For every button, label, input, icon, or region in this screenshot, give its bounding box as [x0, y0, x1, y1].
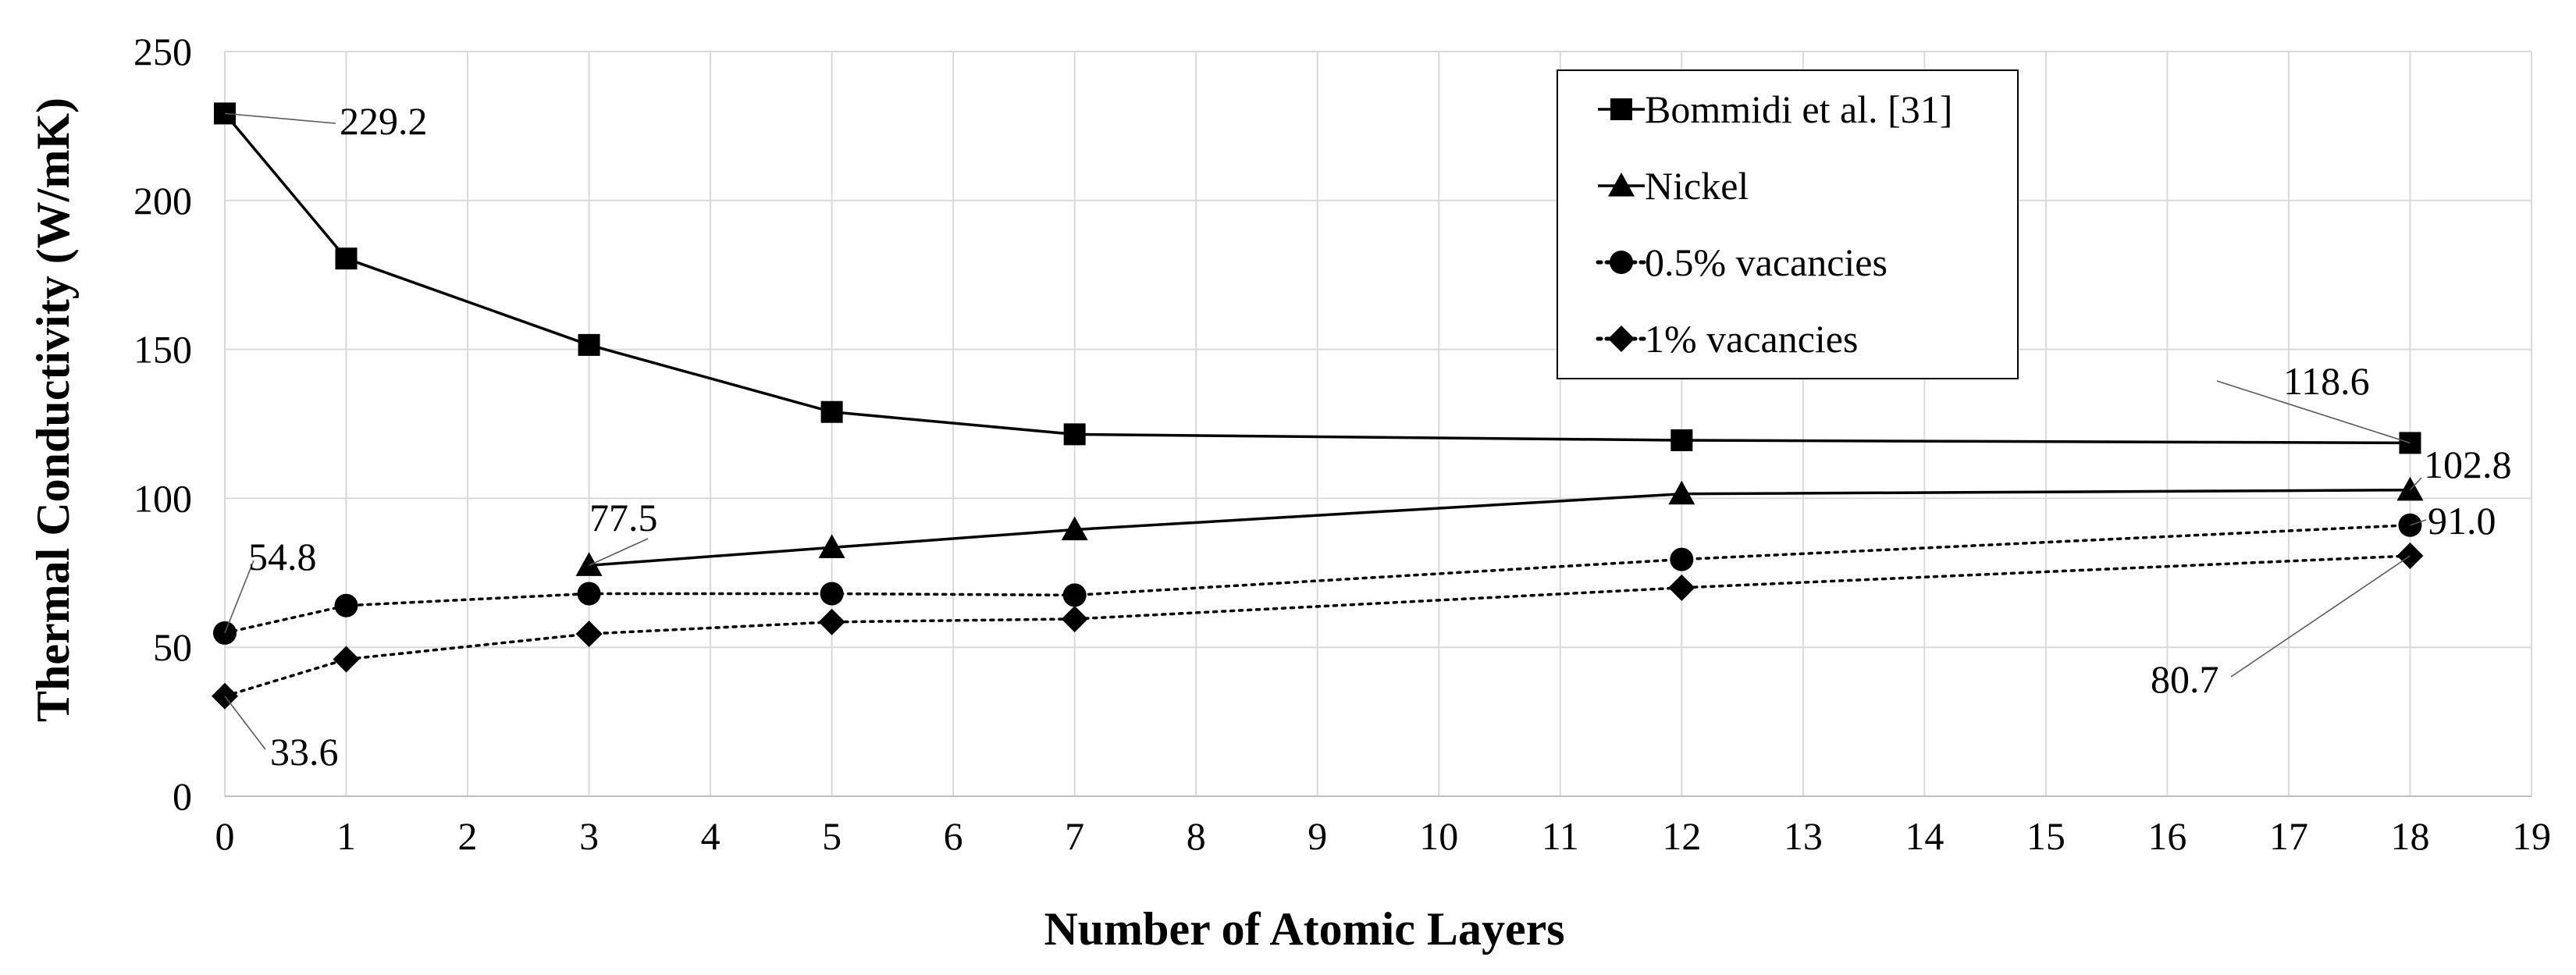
x-tick-label: 6: [944, 814, 963, 858]
x-tick-label: 15: [2026, 814, 2065, 858]
x-tick-label: 9: [1308, 814, 1327, 858]
legend-entry-label: Nickel: [1645, 164, 1749, 208]
annotation-leader-line: [589, 538, 649, 566]
x-tick-label: 11: [1542, 814, 1579, 858]
x-tick-label: 0: [215, 814, 235, 858]
data-point: [1063, 423, 1086, 446]
data-point: [820, 400, 843, 423]
annotation-leader-line: [2216, 380, 2411, 444]
annotation-label: 102.8: [2424, 443, 2512, 486]
annotation-label: 91.0: [2428, 499, 2496, 543]
x-tick-label: 1: [336, 814, 356, 858]
x-tick-label: 18: [2390, 814, 2429, 858]
annotation-label: 54.8: [248, 535, 317, 578]
y-axis-title: Thermal Conductivity (W/mK): [27, 98, 79, 722]
y-tick-label: 200: [133, 179, 192, 222]
data-point: [578, 333, 600, 356]
legend: Bommidi et al. [31] Nickel 0.5% vacancies 1…: [1557, 69, 2019, 379]
x-tick-label: 4: [701, 814, 720, 858]
data-point: [335, 247, 358, 270]
legend-marker-triangle: [1608, 173, 1635, 197]
x-tick-label: 13: [1784, 814, 1823, 858]
x-tick-label: 19: [2512, 814, 2551, 858]
data-point: [1668, 480, 1695, 505]
data-point: [575, 621, 603, 648]
legend-entry-label: 0.5% vacancies: [1645, 240, 1888, 284]
y-tick-label: 100: [133, 476, 192, 520]
legend-marker-diamond: [1608, 326, 1635, 352]
x-tick-label: 12: [1662, 814, 1701, 858]
annotation-leader-line: [224, 560, 254, 634]
y-tick-label: 250: [133, 30, 192, 73]
annotation-label: 118.6: [2283, 359, 2370, 403]
annotation-leader-line: [224, 112, 336, 124]
data-point: [818, 534, 845, 558]
x-axis-title: Number of Atomic Layers: [1044, 903, 1564, 955]
data-point: [818, 608, 845, 635]
x-tick-label: 17: [2269, 814, 2308, 858]
data-point: [575, 552, 603, 576]
data-point: [577, 582, 601, 606]
annotation-label: 229.2: [340, 99, 428, 143]
annotation-leader-line: [2410, 519, 2427, 526]
data-point: [1670, 429, 1693, 451]
annotation-label: 77.5: [589, 496, 658, 539]
data-point: [1062, 583, 1087, 607]
y-tick-label: 150: [133, 328, 192, 372]
legend-entry-label: 1% vacancies: [1645, 317, 1858, 361]
data-point: [333, 646, 360, 673]
x-tick-label: 3: [579, 814, 599, 858]
y-tick-label: 50: [153, 625, 192, 669]
annotation-leader-line: [2409, 477, 2422, 491]
legend-marker-circle: [1610, 251, 1633, 274]
axes: 0 1 2 3 4 5 6 7 8 9 10 11 12 13 14 15 16 17 18 190501001502…: [133, 30, 2551, 858]
x-tick-label: 7: [1065, 814, 1084, 858]
data-point: [1061, 516, 1088, 541]
x-tick-label: 5: [822, 814, 841, 858]
data-point: [2396, 476, 2424, 501]
data-point: [1668, 574, 1695, 601]
data-point: [1670, 547, 1694, 571]
data-point: [334, 593, 358, 617]
x-tick-label: 14: [1905, 814, 1944, 858]
legend-marker-square: [1610, 98, 1632, 120]
annotation-label: 80.7: [2151, 657, 2219, 701]
legend-entry-label: Bommidi et al. [31]: [1645, 87, 1952, 131]
legend-box: [1557, 69, 2019, 379]
x-tick-label: 10: [1419, 814, 1458, 858]
data-point: [1061, 605, 1088, 632]
x-tick-label: 16: [2147, 814, 2186, 858]
x-tick-label: 2: [458, 814, 478, 858]
annotation-label: 33.6: [270, 730, 339, 774]
series-line-2: [589, 488, 2411, 568]
y-tick-label: 0: [173, 774, 192, 818]
data-point: [820, 582, 844, 606]
data-annotations: 229.2 118.6 102.8 77.5 54.8 91.0 33.6 80.7: [224, 99, 2512, 774]
annotation-leader-line: [224, 696, 266, 750]
annotation-leader-line: [2230, 555, 2411, 678]
x-tick-label: 8: [1187, 814, 1206, 858]
